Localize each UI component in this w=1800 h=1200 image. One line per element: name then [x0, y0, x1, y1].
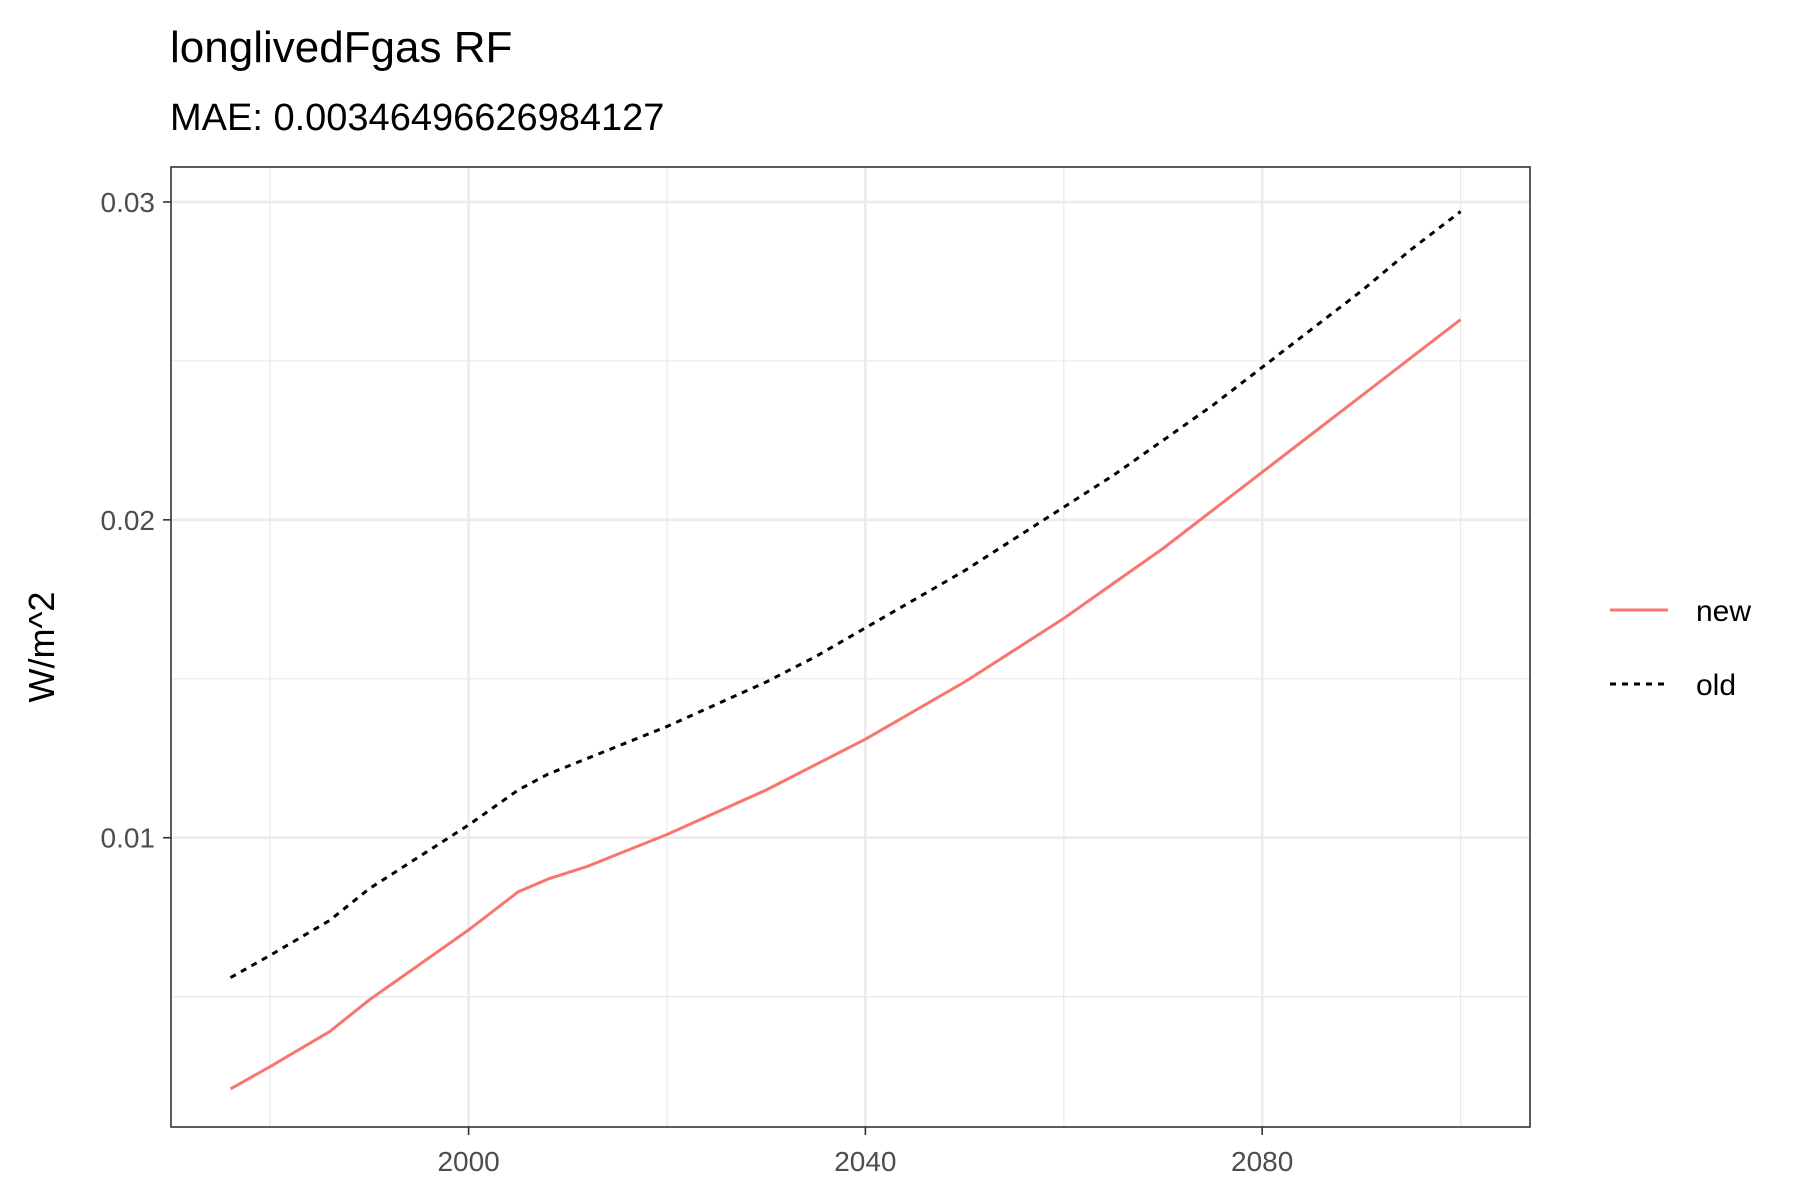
legend: new old [1610, 595, 1751, 702]
y-tick-label: 0.01 [101, 823, 156, 854]
plot-panel [170, 166, 1531, 1128]
y-tick-label: 0.03 [101, 187, 156, 218]
y-axis: 0.01 0.02 0.03 [101, 187, 171, 854]
x-tick-label: 2000 [437, 1146, 499, 1177]
series-layer [229, 210, 1462, 1091]
series-line-old [229, 210, 1462, 979]
major-gridlines [171, 167, 1530, 1127]
y-axis-title: W/m^2 [21, 592, 62, 703]
x-tick-label: 2080 [1231, 1146, 1293, 1177]
minor-gridlines [171, 167, 1530, 1127]
x-tick-label: 2040 [834, 1146, 896, 1177]
legend-label-new: new [1696, 595, 1751, 628]
plot-background [171, 167, 1530, 1127]
y-tick-label: 0.02 [101, 505, 156, 536]
legend-label-old: old [1696, 669, 1736, 702]
x-axis: 2000 2040 2080 [437, 1127, 1293, 1177]
plot-border [170, 166, 1531, 1128]
chart-subtitle: MAE: 0.00346496626984127 [170, 97, 664, 139]
series-line-new [229, 318, 1462, 1091]
chart-title: longlivedFgas RF [170, 23, 512, 72]
